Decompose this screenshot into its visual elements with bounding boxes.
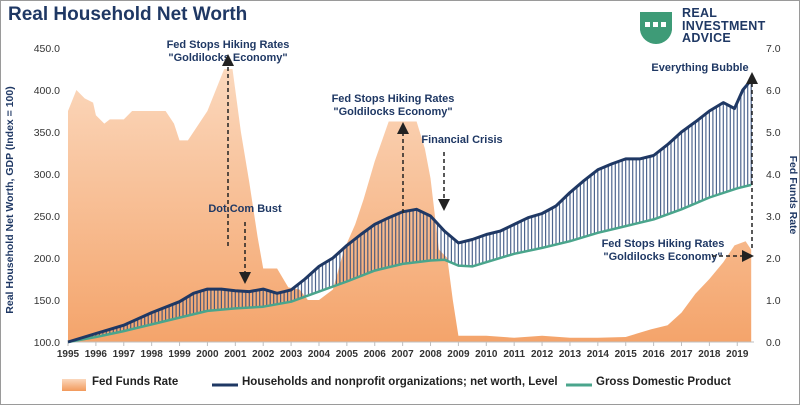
x-tick-label: 2012 (531, 349, 554, 360)
x-tick-label: 2000 (196, 349, 219, 360)
x-tick-label: 1999 (168, 349, 191, 360)
fed-funds-area (68, 69, 752, 342)
annotation-label: Fed Stops Hiking Rates (602, 238, 725, 250)
x-tick-label: 2013 (559, 349, 582, 360)
y-right-tick-label: 2.0 (766, 253, 781, 265)
x-tick-label: 1998 (141, 349, 164, 360)
y-right-tick-label: 5.0 (766, 127, 781, 139)
y-right-tick-label: 0.0 (766, 337, 781, 349)
net-worth-gdp-band-layer (70, 79, 752, 342)
x-tick-label: 2009 (447, 349, 470, 360)
legend-swatch-gdp (566, 383, 592, 387)
legend-swatch-net-worth (212, 383, 238, 387)
logo-line-3: ADVICE (682, 31, 732, 45)
x-tick-label: 2019 (726, 349, 749, 360)
annotations-layer: Fed Stops Hiking Rates"Goldilocks Econom… (167, 39, 758, 284)
annotation-label: Dot.Com Bust (208, 203, 282, 215)
x-tick-label: 2017 (670, 349, 693, 360)
y-right-tick-label: 3.0 (766, 211, 781, 223)
x-tick-label: 2001 (224, 349, 247, 360)
x-tick-label: 1996 (85, 349, 108, 360)
y-left-axis-title: Real Household Net Worth, GDP (Index = 1… (4, 86, 16, 313)
series-lines-layer (67, 78, 753, 344)
y-left-tick-label: 300.0 (34, 169, 60, 181)
annotation-label: Financial Crisis (421, 134, 502, 146)
x-tick-label: 2014 (587, 349, 610, 360)
x-tick-label: 2005 (336, 349, 359, 360)
y-right-tick-label: 4.0 (766, 169, 781, 181)
x-tick-label: 2010 (475, 349, 498, 360)
x-tick-label: 2004 (308, 349, 331, 360)
x-tick-label: 2003 (280, 349, 303, 360)
legend-swatch-fed-funds (62, 379, 86, 391)
logo: REAL INVESTMENT ADVICE (636, 6, 796, 46)
net-worth-line (67, 78, 753, 344)
y-right-tick-label: 7.0 (766, 43, 781, 55)
y-right-axis-title: Fed Funds Rate (787, 156, 799, 235)
y-left-tick-label: 350.0 (34, 127, 60, 139)
x-tick-label: 2015 (615, 349, 638, 360)
annotation-label: Everything Bubble (651, 62, 748, 74)
axis-layer: 100.0 150.0 200.0 250.0 300.0 350.0 400.0 450.0… (4, 43, 799, 360)
legend-label-gdp: Gross Domestic Product (596, 376, 731, 388)
logo-line-2: INVESTMENT (682, 18, 766, 33)
x-tick-label: 2007 (392, 349, 415, 360)
y-left-tick-label: 250.0 (34, 211, 60, 223)
y-left-tick-label: 450.0 (34, 43, 60, 55)
y-right-tick-label: 6.0 (766, 85, 781, 97)
legend: Fed Funds Rate Households and nonprofit … (0, 368, 800, 398)
annotation-label: Fed Stops Hiking Rates (167, 39, 290, 51)
logo-badge-icon (640, 12, 672, 45)
legend-label-fed-funds: Fed Funds Rate (92, 376, 179, 388)
annotation-label: Fed Stops Hiking Rates (332, 93, 455, 105)
y-left-tick-label: 200.0 (34, 253, 60, 265)
x-tick-label: 1995 (57, 349, 80, 360)
chart-title: Real Household Net Worth (8, 4, 248, 25)
x-tick-label: 2016 (642, 349, 665, 360)
annotation-label: "Goldilocks Economy" (603, 251, 722, 263)
fed-funds-area-layer (68, 69, 752, 342)
x-tick-label: 2008 (419, 349, 442, 360)
x-tick-label: 2006 (364, 349, 387, 360)
logo-line-1: REAL (682, 6, 718, 20)
y-right-tick-label: 1.0 (766, 295, 781, 307)
y-left-tick-label: 150.0 (34, 295, 60, 307)
annotation-label: "Goldilocks Economy" (333, 106, 452, 118)
x-tick-label: 2002 (252, 349, 275, 360)
y-left-tick-label: 400.0 (34, 85, 60, 97)
x-tick-label: 2018 (698, 349, 721, 360)
y-left-tick-label: 100.0 (34, 337, 60, 349)
gdp-line (67, 183, 752, 344)
x-tick-label: 2011 (503, 349, 525, 360)
x-tick-label: 1997 (113, 349, 136, 360)
legend-label-net-worth: Households and nonprofit organizations; … (242, 376, 558, 388)
